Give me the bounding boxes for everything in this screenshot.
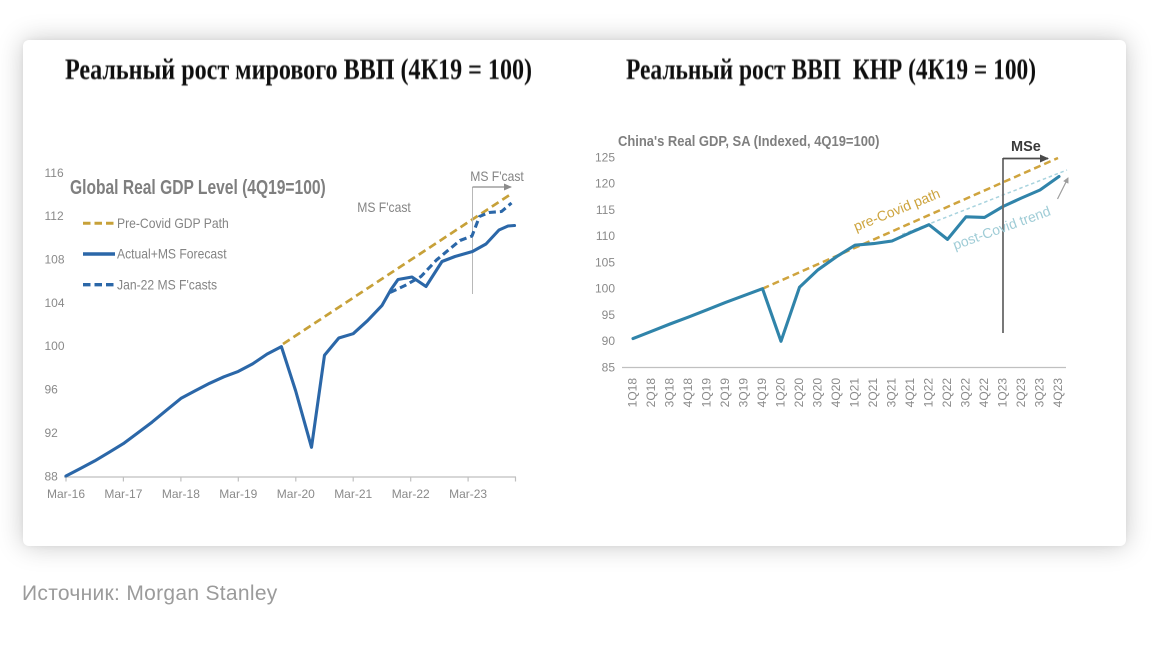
svg-text:4Q20: 4Q20 [829, 378, 843, 408]
svg-text:post-Covid trend: post-Covid trend [951, 203, 1053, 253]
svg-text:2Q22: 2Q22 [940, 378, 954, 408]
svg-text:1Q23: 1Q23 [996, 378, 1010, 408]
svg-text:1Q19: 1Q19 [700, 378, 714, 408]
svg-text:2Q18: 2Q18 [644, 378, 658, 408]
svg-text:4Q23: 4Q23 [1051, 378, 1065, 408]
svg-text:2Q19: 2Q19 [718, 378, 732, 408]
svg-text:3Q21: 3Q21 [885, 378, 899, 408]
svg-text:2Q23: 2Q23 [1014, 378, 1028, 408]
svg-text:95: 95 [602, 308, 616, 322]
svg-text:4Q19: 4Q19 [755, 378, 769, 408]
svg-text:4Q18: 4Q18 [681, 378, 695, 408]
svg-text:Jan-22 MS F'casts: Jan-22 MS F'casts [117, 277, 217, 293]
svg-text:120: 120 [595, 177, 615, 191]
svg-text:Mar-22: Mar-22 [392, 487, 430, 501]
svg-text:4Q22: 4Q22 [977, 378, 991, 408]
svg-text:Mar-21: Mar-21 [334, 487, 372, 501]
svg-text:2Q20: 2Q20 [792, 378, 806, 408]
svg-text:Mar-18: Mar-18 [162, 487, 200, 501]
svg-text:Actual+MS Forecast: Actual+MS Forecast [117, 246, 227, 262]
svg-text:88: 88 [45, 469, 59, 483]
svg-text:Mar-17: Mar-17 [104, 487, 142, 501]
svg-text:3Q23: 3Q23 [1033, 378, 1047, 408]
svg-text:112: 112 [45, 209, 64, 223]
svg-text:108: 108 [45, 253, 65, 267]
svg-text:3Q20: 3Q20 [811, 378, 825, 408]
svg-text:Mar-20: Mar-20 [277, 487, 315, 501]
svg-text:96: 96 [45, 383, 59, 397]
svg-text:Mar-23: Mar-23 [449, 487, 487, 501]
svg-text:104: 104 [45, 296, 65, 310]
svg-text:100: 100 [595, 282, 615, 296]
svg-text:116: 116 [45, 166, 64, 180]
svg-text:100: 100 [45, 339, 65, 353]
svg-text:3Q22: 3Q22 [959, 378, 973, 408]
svg-text:Mar-16: Mar-16 [47, 487, 85, 501]
svg-text:92: 92 [45, 426, 59, 440]
svg-text:90: 90 [602, 334, 616, 348]
svg-text:125: 125 [595, 151, 615, 165]
svg-text:3Q18: 3Q18 [663, 378, 677, 408]
svg-text:Global Real GDP Level (4Q19=10: Global Real GDP Level (4Q19=100) [70, 176, 326, 198]
svg-text:2Q21: 2Q21 [866, 378, 880, 408]
svg-text:MS F'cast: MS F'cast [357, 199, 411, 215]
svg-text:1Q18: 1Q18 [626, 378, 640, 408]
svg-text:Pre-Covid GDP Path: Pre-Covid GDP Path [117, 215, 229, 231]
svg-text:105: 105 [595, 256, 615, 270]
svg-text:85: 85 [602, 361, 616, 375]
svg-text:1Q22: 1Q22 [922, 378, 936, 408]
svg-text:4Q21: 4Q21 [903, 378, 917, 408]
svg-text:3Q19: 3Q19 [737, 378, 751, 408]
svg-text:115: 115 [596, 203, 615, 217]
svg-text:MS F'cast: MS F'cast [470, 168, 524, 184]
svg-text:Mar-19: Mar-19 [219, 487, 257, 501]
svg-text:pre-Covid path: pre-Covid path [851, 185, 942, 234]
svg-text:110: 110 [596, 229, 615, 243]
svg-text:1Q21: 1Q21 [848, 378, 862, 408]
svg-text:China's Real GDP, SA (Indexed,: China's Real GDP, SA (Indexed, 4Q19=100) [618, 132, 879, 149]
svg-text:1Q20: 1Q20 [774, 378, 788, 408]
svg-text:MSe: MSe [1011, 139, 1041, 155]
